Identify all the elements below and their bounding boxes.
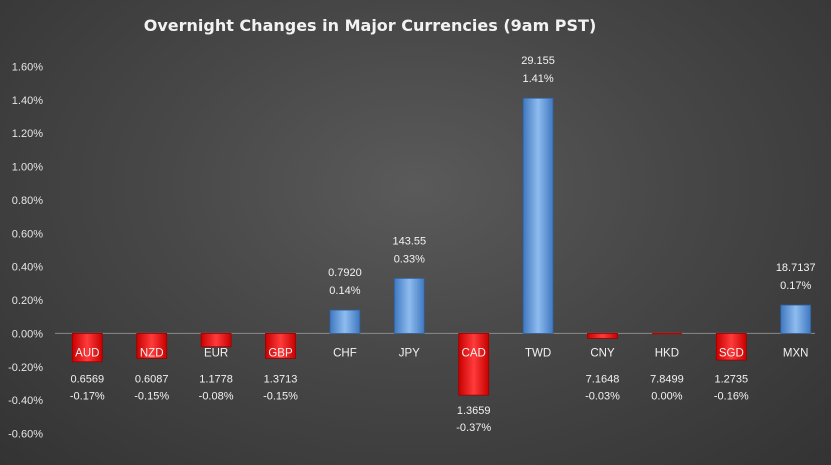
data-label-rate: 1.3713: [264, 373, 298, 385]
data-label-percent: -0.03%: [585, 390, 620, 402]
y-tick-label: -0.60%: [8, 429, 43, 441]
data-label-rate: 7.8499: [650, 373, 684, 385]
y-tick-label: 1.60%: [12, 62, 43, 74]
bar-cny: [587, 333, 618, 339]
y-tick-label: 0.20%: [12, 295, 43, 307]
data-label-percent: -0.17%: [70, 390, 105, 402]
y-tick-label: 1.40%: [12, 95, 43, 107]
bars: [71, 97, 812, 396]
data-label-percent: 0.00%: [651, 390, 682, 402]
category-label: CNY: [590, 347, 615, 359]
bar-cad: [458, 333, 490, 396]
data-label-rate: 0.7920: [328, 267, 362, 279]
category-label: MXN: [783, 347, 809, 359]
bar-eur: [200, 333, 232, 348]
data-label-rate: 1.3659: [457, 405, 491, 417]
category-label: CHF: [333, 347, 357, 359]
y-tick-label: -0.20%: [8, 362, 43, 374]
bar-twd: [522, 97, 554, 334]
data-label-rate: 7.1648: [586, 373, 620, 385]
data-label-percent: -0.37%: [456, 422, 491, 434]
y-tick-label: -0.40%: [8, 395, 43, 407]
data-label-rate: 0.6087: [135, 373, 169, 385]
data-label-rate: 143.55: [392, 235, 426, 247]
chart-title: Overnight Changes in Major Currencies (9…: [144, 16, 597, 35]
y-tick-label: 1.20%: [12, 128, 43, 140]
data-label-percent: -0.16%: [714, 390, 749, 402]
data-label-percent: 0.17%: [780, 280, 811, 292]
data-label-rate: 1.2735: [714, 373, 748, 385]
category-label: NZD: [140, 347, 164, 359]
y-tick-label: 0.80%: [12, 195, 43, 207]
bar-nzd: [136, 333, 168, 359]
category-label: EUR: [204, 347, 228, 359]
data-label-rate: 18.7137: [776, 262, 816, 274]
bar-jpy: [393, 277, 425, 334]
data-label-percent: -0.15%: [134, 390, 169, 402]
category-label: HKD: [655, 347, 679, 359]
bar-hkd: [651, 332, 682, 335]
category-label: GBP: [268, 347, 293, 359]
category-label: CAD: [462, 347, 486, 359]
labels: AUD 0.6569 -0.17% NZD 0.6087 -0.15% EUR 1.1778 -…: [70, 55, 816, 434]
data-label-percent: 1.41%: [522, 73, 553, 85]
bar-sgd: [715, 333, 747, 361]
category-label: JPY: [399, 347, 420, 359]
bar-chf: [329, 309, 361, 334]
bar-gbp: [265, 333, 296, 359]
category-label: TWD: [525, 347, 551, 359]
data-label-rate: 29.155: [521, 55, 555, 67]
data-label-percent: -0.15%: [263, 390, 298, 402]
bar-aud: [71, 333, 103, 363]
data-label-percent: -0.08%: [199, 390, 234, 402]
category-label: AUD: [75, 347, 99, 359]
data-label-percent: 0.33%: [394, 253, 425, 265]
y-tick-label: 0.40%: [12, 262, 43, 274]
y-tick-label: 1.00%: [12, 162, 43, 174]
y-tick-label: 0.00%: [12, 328, 43, 340]
y-tick-label: 0.60%: [12, 228, 43, 240]
bar-mxn: [780, 304, 812, 334]
data-label-percent: 0.14%: [329, 285, 360, 297]
data-label-rate: 1.1778: [199, 373, 233, 385]
y-axis-ticks: -0.60% -0.40% -0.20% 0.00% 0.20% 0.40% 0.60% 0.…: [8, 62, 43, 441]
data-label-rate: 0.6569: [70, 373, 104, 385]
category-label: SGD: [719, 347, 744, 359]
